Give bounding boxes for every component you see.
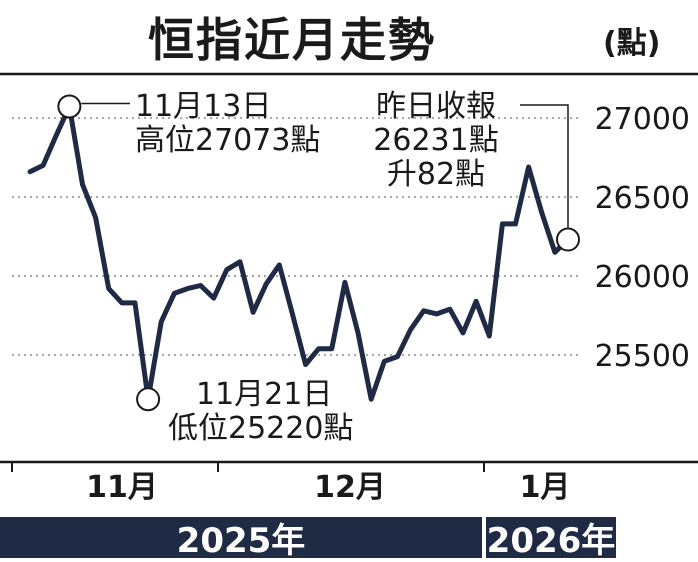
annotation-low-value: 低位25220點 xyxy=(168,411,354,446)
y-tick-label-26500: 26500 xyxy=(595,181,690,216)
y-tick-label-25500: 25500 xyxy=(595,339,690,374)
y-tick-label-27000: 27000 xyxy=(595,102,690,137)
annotation-marker-1 xyxy=(136,387,161,412)
annotation-marker-2 xyxy=(556,227,580,252)
annotation-high-value: 高位27073點 xyxy=(135,123,321,158)
year-label-2026: 2026年 xyxy=(486,517,616,561)
annotation-high: 11月13日 高位27073點 xyxy=(135,90,320,158)
y-tick-label-26000: 26000 xyxy=(595,260,690,295)
annotation-marker-0 xyxy=(57,94,82,119)
chart-title: 恒指近月走勢 xyxy=(148,13,436,67)
x-period-label-0: 11月 xyxy=(86,470,158,505)
annotation-low-date: 11月21日 xyxy=(196,377,333,412)
x-period-label-2: 1月 xyxy=(520,470,571,505)
x-period-label-1: 12月 xyxy=(314,470,386,505)
unit-label: (點) xyxy=(603,26,661,61)
annotation-low: 11月21日 低位25220點 xyxy=(168,378,353,446)
annotation-high-date: 11月13日 xyxy=(135,89,272,124)
annotation-close: 昨日收報 26231點 升82點 xyxy=(352,90,520,192)
annotation-close-value: 26231點 xyxy=(373,123,499,158)
annotation-close-change: 升82點 xyxy=(386,157,486,192)
annotation-close-leader xyxy=(520,104,569,228)
index-series-line xyxy=(27,104,571,402)
annotation-close-label: 昨日收報 xyxy=(376,89,496,124)
year-label-2025: 2025年 xyxy=(0,517,482,561)
